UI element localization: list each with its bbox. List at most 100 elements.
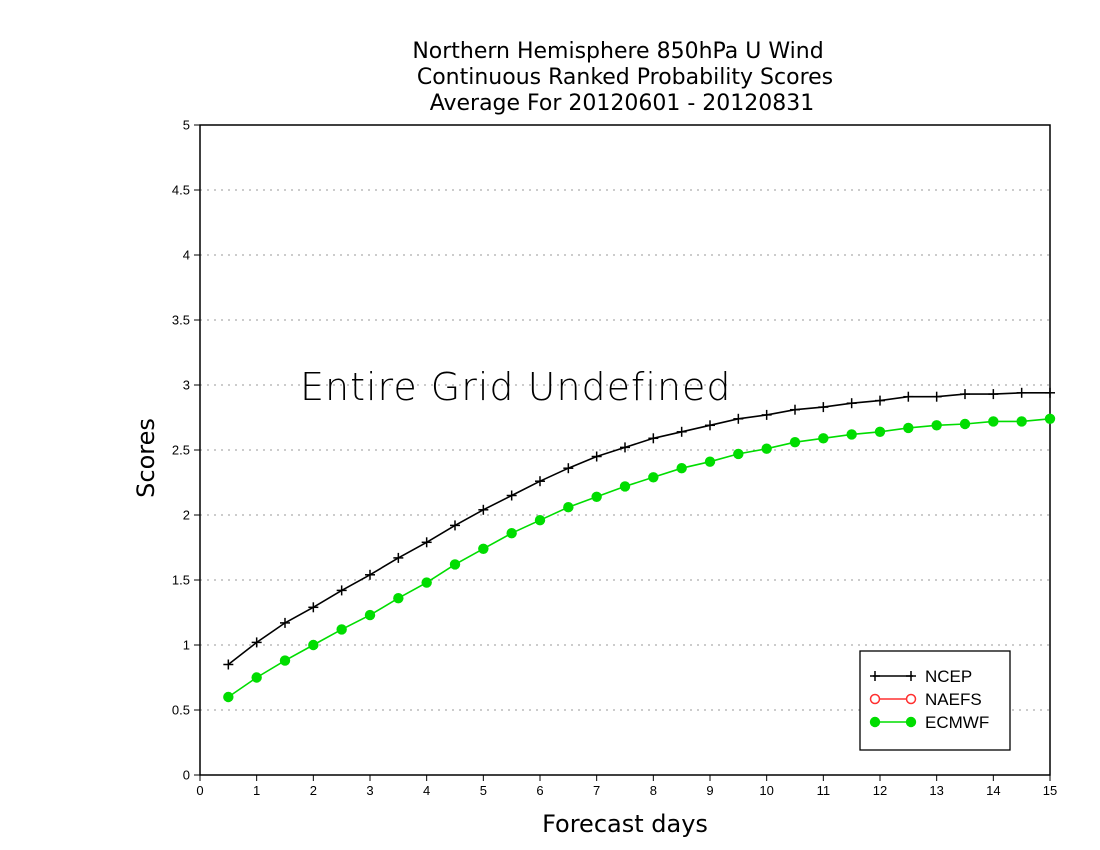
data-point-ecmwf	[223, 691, 234, 703]
data-point-ncep	[705, 420, 715, 431]
data-point-ecmwf	[818, 433, 829, 444]
data-point-ncep	[478, 504, 489, 515]
y-tick-label: 2	[183, 508, 190, 523]
data-point-ncep	[818, 402, 829, 413]
data-point-ncep	[365, 569, 375, 580]
legend-marker	[905, 693, 917, 705]
data-point-ncep	[988, 389, 999, 400]
y-tick-label: 2.5	[172, 443, 190, 458]
y-tick-label: 3.5	[172, 313, 190, 328]
data-point-ncep	[931, 391, 942, 402]
y-tick-label: 1	[183, 638, 190, 653]
data-point-ncep	[251, 637, 262, 648]
data-point-ecmwf	[308, 639, 319, 651]
data-point-ecmwf	[704, 456, 716, 467]
data-point-ncep	[308, 602, 319, 613]
y-tick-label: 5	[183, 118, 190, 133]
data-point-ecmwf	[619, 481, 631, 492]
y-tick-label: 0	[183, 768, 190, 783]
data-point-ecmwf	[336, 624, 347, 635]
grid	[200, 189, 1050, 711]
x-tick-label: 12	[873, 783, 887, 798]
legend-item-naefs: NAEFS	[869, 690, 982, 709]
x-tick-label: 2	[310, 783, 317, 798]
chart-title-line-1: Northern Hemisphere 850hPa U Wind	[412, 39, 823, 64]
data-point-ecmwf	[251, 672, 262, 683]
data-point-ncep	[903, 391, 914, 402]
data-point-ecmwf	[846, 429, 857, 440]
data-point-ncep	[733, 413, 744, 424]
x-tick-label: 11	[817, 783, 831, 798]
data-point-ecmwf	[591, 491, 602, 502]
legend-item-ecmwf: ECMWF	[869, 713, 989, 732]
data-point-ecmwf	[988, 416, 999, 427]
legend-marker	[869, 693, 881, 705]
data-point-ncep	[648, 433, 659, 444]
y-tick-label: 4	[183, 248, 190, 263]
legend-label-naefs: NAEFS	[925, 690, 982, 709]
legend-box	[859, 650, 1011, 751]
legend-item-ncep: NCEP	[870, 667, 972, 686]
data-point-ncep	[1045, 387, 1055, 398]
data-point-ecmwf	[959, 418, 971, 430]
data-point-ecmwf	[393, 593, 404, 604]
data-point-ncep	[620, 442, 630, 453]
data-point-ecmwf	[1016, 416, 1027, 427]
legend-marker	[905, 716, 917, 728]
x-tick-label: 4	[423, 783, 430, 798]
data-point-ecmwf	[733, 448, 744, 460]
data-point-ncep	[790, 404, 800, 415]
data-point-ecmwf	[478, 543, 489, 554]
data-point-ecmwf	[931, 420, 942, 431]
axis-ticks	[194, 124, 1051, 781]
series-ncep	[223, 387, 1055, 670]
data-point-ncep	[1016, 387, 1027, 398]
chart-title-line-3: Average For 20120601 - 20120831	[430, 91, 815, 116]
data-point-ecmwf	[761, 443, 772, 454]
x-tick-label: 0	[196, 783, 203, 798]
y-tick-label: 4.5	[172, 183, 190, 198]
x-tick-label: 1	[253, 783, 260, 798]
legend-items: NCEP NAEFS ECMWF	[869, 667, 989, 732]
data-point-ecmwf	[279, 655, 291, 666]
data-point-ncep	[535, 476, 545, 487]
legend-marker	[870, 671, 880, 681]
data-point-ecmwf	[874, 426, 886, 437]
data-point-ncep	[960, 389, 970, 400]
y-tick-label: 3	[183, 378, 190, 393]
y-axis-title: Scores	[132, 418, 160, 498]
data-point-ncep	[761, 409, 772, 420]
data-point-ncep	[506, 490, 517, 501]
x-tick-label: 5	[480, 783, 487, 798]
x-tick-label: 14	[986, 783, 1000, 798]
data-point-ecmwf	[421, 577, 432, 588]
y-tick-label: 1.5	[172, 573, 190, 588]
x-tick-label: 8	[650, 783, 657, 798]
data-point-ncep	[393, 552, 404, 563]
series-layer	[223, 387, 1056, 703]
chart-title-line-2: Continuous Ranked Probability Scores	[417, 65, 833, 90]
data-point-ecmwf	[648, 472, 659, 483]
data-point-ncep	[450, 520, 460, 531]
x-tick-label: 10	[759, 783, 773, 798]
undefined-grid-annotation: Entire Grid Undefined	[300, 365, 732, 409]
x-tick-label: 13	[929, 783, 943, 798]
x-tick-label: 7	[593, 783, 600, 798]
data-point-ncep	[223, 659, 234, 670]
data-point-ecmwf	[1044, 413, 1056, 424]
legend-label-ncep: NCEP	[925, 667, 972, 686]
data-point-ecmwf	[534, 515, 546, 526]
x-axis-title: Forecast days	[542, 810, 708, 838]
x-tick-label: 3	[366, 783, 373, 798]
y-tick-label: 0.5	[172, 703, 190, 718]
data-point-ncep	[875, 395, 885, 406]
data-point-ecmwf	[676, 463, 687, 474]
data-point-ncep	[280, 617, 290, 628]
axis-tick-labels: 00.511.522.533.544.550 1 2 3 4 5 6 7 8 9 10 11 12 13 1…	[172, 118, 1057, 799]
data-point-ecmwf	[789, 437, 801, 448]
data-point-ncep	[421, 537, 432, 548]
data-point-ecmwf	[364, 609, 376, 621]
legend-marker	[906, 671, 916, 681]
data-point-ecmwf	[903, 422, 914, 434]
